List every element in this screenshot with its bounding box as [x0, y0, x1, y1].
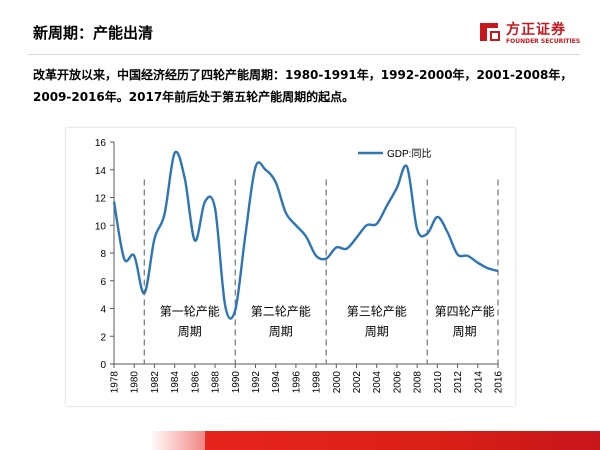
x-tick-label: 1984	[170, 371, 181, 394]
y-tick-label: 6	[100, 277, 106, 288]
x-tick-label: 1992	[251, 371, 262, 394]
y-tick-label: 16	[95, 138, 107, 149]
x-tick-label: 1988	[211, 371, 222, 394]
x-tick-label: 2010	[433, 371, 444, 394]
y-tick-label: 8	[100, 249, 106, 260]
cycle-annotation: 第二轮产能周期	[251, 304, 311, 338]
x-tick-label: 2008	[413, 371, 424, 394]
x-tick-label: 2006	[392, 371, 403, 394]
y-tick-label: 10	[95, 221, 107, 232]
footer-bar	[205, 431, 600, 450]
logo-english-name: FOUNDER SECURITIES	[506, 38, 581, 45]
x-tick-label: 1978	[110, 371, 121, 394]
x-tick-label: 1982	[150, 371, 161, 394]
gdp-growth-chart: 0 2 4 6 8 10 12 14 16 1978 1980 1982 1984 1986 1988 199…	[95, 138, 505, 394]
chart-frame: 0 2 4 6 8 10 12 14 16 1978 1980 1982 1984 1986 1988 199…	[66, 128, 515, 406]
y-tick-label: 14	[95, 166, 107, 177]
x-tick-label: 1986	[190, 371, 201, 394]
cycle-annotation: 第四轮产能周期	[435, 304, 495, 338]
y-tick-label: 0	[100, 360, 106, 371]
x-tick-label: 1996	[291, 371, 302, 394]
y-tick-label: 12	[95, 194, 107, 205]
x-tick-label: 2014	[473, 371, 484, 394]
cycle-annotation: 第三轮产能周期	[347, 304, 407, 338]
y-tick-label: 2	[100, 332, 106, 343]
brand-logo: 方正证券 FOUNDER SECURITIES	[478, 18, 590, 52]
title-divider	[28, 54, 580, 55]
x-tick-label: 2012	[453, 371, 464, 394]
x-tick-label: 2000	[332, 371, 343, 394]
x-tick-label: 2002	[352, 371, 363, 394]
legend-label: GDP:同比	[387, 148, 431, 160]
x-tick-label: 1980	[130, 371, 141, 394]
y-tick-label: 4	[100, 305, 106, 316]
x-tick-label: 1994	[271, 371, 282, 394]
x-tick-label: 2016	[494, 371, 505, 394]
cycle-annotation: 第一轮产能周期	[160, 304, 220, 338]
logo-chinese-name: 方正证券	[506, 22, 566, 38]
summary-text: 改革开放以来，中国经济经历了四轮产能周期：1980-1991年，1992-200…	[33, 68, 573, 104]
series-line-gdp	[112, 150, 499, 320]
slide-title: 新周期：产能出清	[33, 24, 154, 42]
footer-bar-fade	[150, 431, 210, 450]
x-tick-label: 1990	[231, 371, 242, 394]
x-tick-label: 1998	[312, 371, 323, 394]
x-tick-label: 2004	[372, 371, 383, 394]
founder-logo-icon	[480, 23, 500, 41]
